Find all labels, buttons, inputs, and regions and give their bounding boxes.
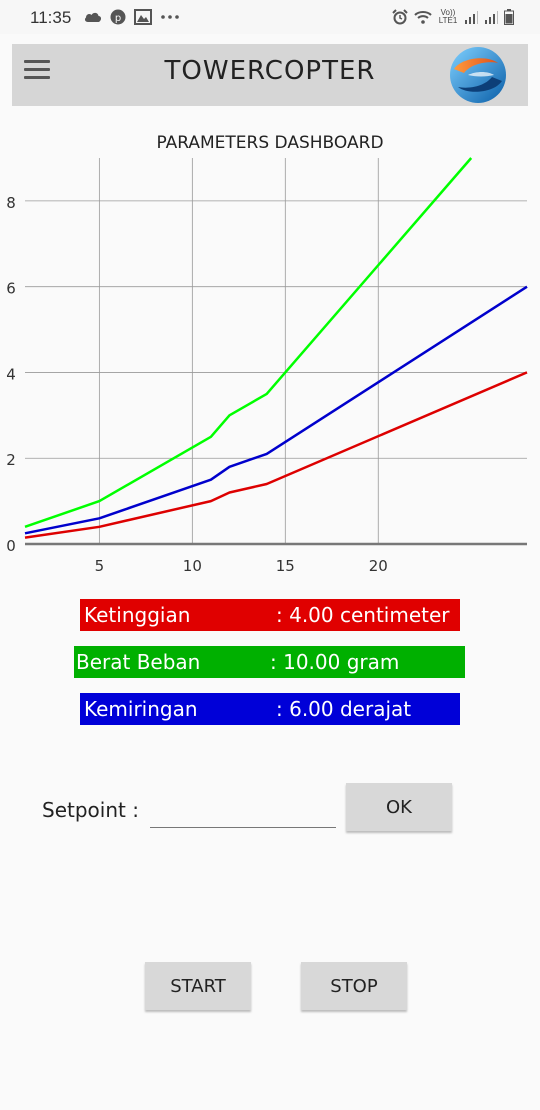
wifi-icon	[414, 11, 432, 24]
y-tick-label: 4	[6, 365, 16, 383]
cloud-icon	[84, 12, 102, 22]
app-logo-icon	[450, 47, 506, 103]
reading-label: Kemiringan	[84, 697, 198, 721]
reading-berat-beban: Berat Beban : 10.00 gram	[74, 646, 465, 678]
x-tick-label: 5	[95, 557, 105, 575]
gallery-icon	[134, 9, 152, 25]
setpoint-input[interactable]	[150, 796, 336, 828]
chart-title: PARAMETERS DASHBOARD	[156, 133, 383, 153]
reading-kemiringan: Kemiringan : 6.00 derajat	[80, 693, 460, 725]
x-tick-label: 15	[276, 557, 295, 575]
series-line-0	[24, 157, 473, 528]
series-line-1	[24, 285, 528, 535]
volte-icon: Vo)) LTE1	[438, 9, 458, 25]
alarm-icon	[392, 9, 408, 25]
setpoint-label: Setpoint :	[42, 798, 139, 822]
battery-icon	[504, 9, 514, 25]
series-line-2	[24, 371, 528, 539]
app-title: TOWERCOPTER	[164, 56, 376, 86]
volte-text: Vo)) LTE1	[438, 8, 458, 25]
reading-value: : 6.00 derajat	[276, 697, 412, 721]
more-dots-icon	[161, 15, 179, 19]
status-time: 11:35	[30, 8, 72, 27]
status-right-icons: Vo)) LTE1	[392, 6, 514, 28]
chart-tick-labels: 0 2 4 6 8 5 10 15 20	[6, 194, 388, 575]
y-tick-label: 2	[6, 451, 16, 469]
y-tick-label: 6	[6, 280, 16, 298]
signal-icon	[485, 11, 498, 24]
status-bar: 11:35 p Vo)) LTE1	[0, 0, 540, 34]
y-tick-label: 0	[6, 537, 16, 555]
svg-text:p: p	[115, 13, 121, 24]
stop-button[interactable]: STOP	[301, 962, 407, 1010]
chart-series-group	[24, 157, 528, 539]
chart-grid	[25, 158, 527, 544]
x-tick-label: 20	[369, 557, 388, 575]
app-bar: TOWERCOPTER	[12, 44, 528, 106]
y-tick-label: 8	[6, 194, 16, 212]
reading-value: : 10.00 gram	[270, 650, 400, 674]
pinterest-icon: p	[110, 9, 126, 25]
reading-value: : 4.00 centimeter	[276, 603, 450, 627]
reading-ketinggian: Ketinggian : 4.00 centimeter	[80, 599, 460, 631]
parameters-chart: PARAMETERS DASHBOARD 0 2 4 6 8 5 10 15 20	[0, 120, 540, 590]
ok-button[interactable]: OK	[346, 783, 452, 831]
reading-label: Berat Beban	[76, 650, 201, 674]
hamburger-menu-icon[interactable]	[24, 60, 50, 80]
x-tick-label: 10	[183, 557, 202, 575]
chart-svg: PARAMETERS DASHBOARD 0 2 4 6 8 5 10 15 20	[6, 133, 528, 575]
reading-label: Ketinggian	[84, 603, 191, 627]
signal-icon	[465, 11, 478, 24]
start-button[interactable]: START	[145, 962, 251, 1010]
status-left-icons: p	[84, 6, 180, 28]
